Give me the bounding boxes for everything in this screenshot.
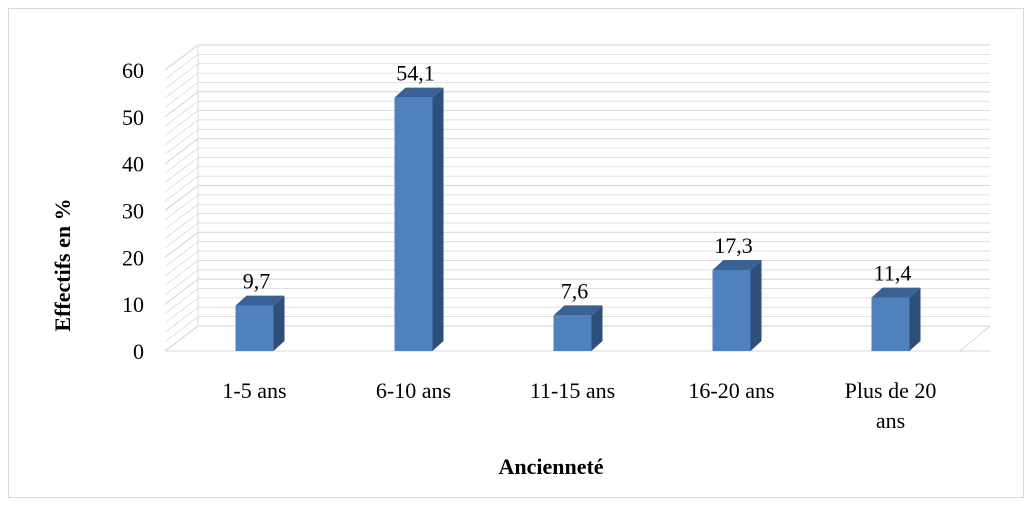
x-axis-categories: 1-5 ans 6-10 ans 11-15 ans 16-20 ans Plus de… [222, 378, 936, 433]
gridline-depth [164, 91, 199, 118]
data-labels: 9,7 54,1 7,6 17,3 11,4 [243, 61, 912, 304]
bar-side [273, 295, 285, 351]
y-tick-label: 10 [122, 292, 144, 317]
data-label: 7,6 [561, 278, 589, 303]
bar-front [553, 315, 592, 351]
bar [394, 87, 444, 352]
bar-front [235, 305, 274, 351]
gridline-depth [164, 260, 199, 286]
x-tick-label: Plus de 20 ans [845, 378, 937, 433]
data-label: 17,3 [714, 233, 753, 258]
gridline-depth [164, 185, 199, 211]
bar [712, 259, 762, 351]
gridline-depth [164, 316, 199, 342]
gridline-depth [164, 278, 199, 305]
gridline-depth [164, 82, 199, 108]
bar-front [712, 269, 751, 351]
bar [553, 305, 603, 351]
bar [871, 287, 921, 351]
bar-top [394, 87, 444, 98]
x-tick-label-line: 6-10 ans [376, 378, 451, 403]
gridline-depth [164, 138, 199, 165]
gridline-depth [164, 157, 199, 183]
bar-side [909, 287, 921, 351]
gridline-depth [164, 119, 199, 146]
bar-front [871, 297, 910, 351]
y-tick-label: 40 [122, 152, 144, 177]
gridline-depth [164, 231, 199, 258]
y-axis-title: Effectifs en % [50, 198, 75, 331]
gridline-depth [164, 297, 199, 324]
bar-top [712, 259, 762, 270]
gridline-depth [164, 194, 199, 221]
gridline-depth [164, 54, 199, 80]
gridline-depth [164, 110, 199, 136]
data-label: 9,7 [243, 269, 271, 294]
x-tick-label: 1-5 ans [222, 378, 286, 403]
x-tick-label-line: ans [876, 408, 905, 433]
bar-top [553, 305, 603, 316]
y-axis-ticks: 0 10 20 30 40 50 60 [122, 58, 144, 364]
x-tick-label-line: 16-20 ans [688, 378, 774, 403]
gridline-depth [164, 325, 199, 352]
gridline-depth [164, 175, 199, 202]
y-tick-label: 20 [122, 245, 144, 270]
gridline-depth [164, 166, 199, 193]
grid [164, 44, 991, 352]
data-label: 54,1 [396, 61, 435, 86]
x-tick-label: 11-15 ans [530, 378, 615, 403]
x-tick-label: 16-20 ans [688, 378, 774, 403]
gridline-depth [164, 269, 199, 296]
bar-side [432, 87, 444, 352]
bar-front [394, 97, 433, 351]
bar-side [750, 259, 762, 351]
gridline-depth [164, 250, 199, 277]
gridline-depth [164, 203, 199, 230]
gridline-depth [164, 72, 199, 99]
bar-top [235, 295, 285, 306]
gridline-depth [164, 44, 199, 71]
y-tick-label: 50 [122, 105, 144, 130]
gridline-depth [164, 306, 199, 333]
gridline-depth [164, 213, 199, 239]
x-tick-label-line: Plus de 20 [845, 378, 937, 403]
x-tick-label-line: 11-15 ans [530, 378, 615, 403]
floor-right-edge [959, 325, 991, 352]
y-tick-label: 0 [133, 339, 144, 364]
gridline-depth [164, 100, 199, 127]
gridline-depth [164, 288, 199, 314]
bar-top [871, 287, 921, 298]
gridline-depth [164, 63, 199, 90]
bars [235, 87, 921, 352]
data-label: 11,4 [874, 261, 912, 286]
y-tick-label: 30 [122, 199, 144, 224]
gridline-depth [164, 147, 199, 174]
bar-side [591, 305, 603, 351]
gridline-depth [164, 222, 199, 249]
bar [235, 295, 285, 351]
x-axis-title: Ancienneté [498, 454, 603, 479]
y-tick-label: 60 [122, 58, 144, 83]
gridline-depth [164, 241, 199, 268]
chart-frame [8, 8, 1024, 498]
gridline-depth [164, 128, 199, 155]
x-tick-label-line: 1-5 ans [222, 378, 286, 403]
x-tick-label: 6-10 ans [376, 378, 451, 403]
